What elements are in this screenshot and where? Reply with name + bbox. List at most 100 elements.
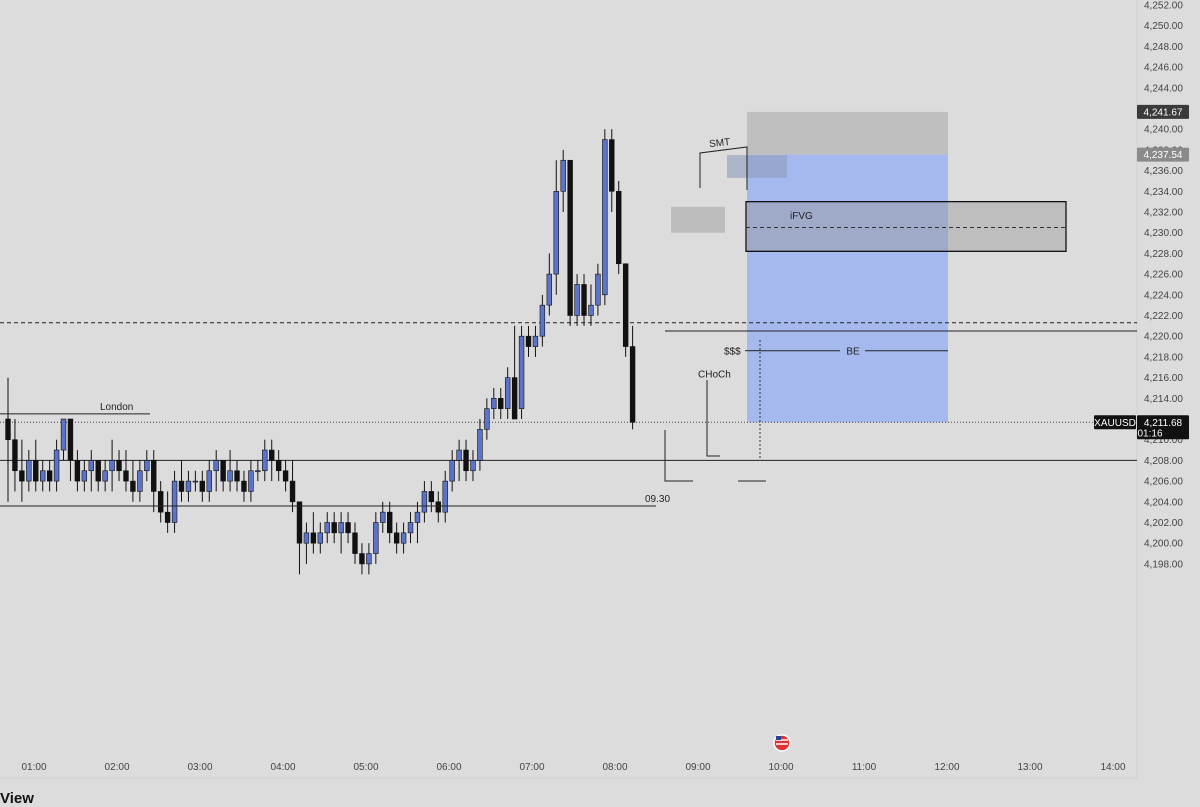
price-tick-label: 4,230.00 [1144, 228, 1183, 239]
price-axis[interactable]: 4,198.00 4,200.00 4,202.00 4,204.00 4,206.00… [1144, 1, 1183, 571]
time-axis[interactable]: 01:00 02:00 03:00 04:00 05:00 06:00 07:00 08:00… [21, 762, 1125, 773]
candle-body [324, 522, 330, 534]
smt-line [699, 146, 748, 190]
candle [622, 263, 629, 357]
choch-label: CHoCh [698, 369, 731, 380]
candle-body [303, 532, 310, 544]
candle [553, 160, 559, 295]
price-tag-label: 4,241.67 [1144, 107, 1183, 118]
candle-body [213, 460, 219, 472]
time-tick-label: 13:00 [1017, 762, 1042, 773]
candle [185, 470, 192, 502]
candle-body [53, 449, 60, 482]
candle-body [498, 397, 504, 409]
candle-body [595, 273, 601, 306]
candle-body [511, 377, 518, 420]
candle-body [227, 470, 233, 482]
candle-body [199, 480, 206, 492]
candle [33, 439, 39, 492]
candle [602, 129, 608, 306]
candle-body [39, 470, 46, 482]
candle-body [345, 522, 351, 534]
position-zones [671, 111, 1067, 423]
candle [386, 501, 393, 544]
price-tick-label: 4,208.00 [1144, 456, 1183, 467]
candle [595, 263, 601, 316]
candle [39, 460, 46, 492]
candle-body [386, 511, 393, 534]
candle [352, 522, 358, 564]
price-tick-label: 4,216.00 [1144, 373, 1183, 384]
brand-logo-text: View [0, 790, 34, 807]
candle-body [532, 335, 539, 347]
candle-body [331, 522, 337, 534]
price-tick-label: 4,234.00 [1144, 187, 1183, 198]
candle [282, 460, 289, 492]
candle [428, 481, 435, 513]
candle-body [234, 470, 240, 482]
smt-label: SMT [709, 137, 731, 150]
price-tick-label: 4,252.00 [1144, 1, 1183, 12]
candle-body [282, 470, 289, 482]
candle-body [296, 501, 303, 544]
time-tick-label: 06:00 [436, 762, 461, 773]
candle-body [574, 284, 580, 316]
candle-body [581, 284, 587, 316]
candle-body [26, 460, 32, 482]
candle-body [400, 532, 407, 544]
price-tick-label: 4,202.00 [1144, 518, 1183, 529]
candle [164, 491, 171, 533]
candle [5, 377, 11, 502]
candle-body [123, 470, 129, 482]
candle [539, 294, 546, 347]
candle-body [518, 335, 525, 409]
stop-loss-zone [747, 111, 948, 155]
candle-body [46, 470, 53, 482]
candle [581, 274, 587, 326]
candle-body [525, 335, 532, 347]
candle-body [130, 480, 136, 492]
liquidity-label: $$$ [724, 347, 741, 358]
candle-body [109, 460, 115, 472]
candle [324, 512, 330, 544]
symbol-tag-label: XAUUSD [1094, 418, 1136, 429]
candle [227, 450, 233, 492]
candle-body [164, 511, 171, 523]
candle-body [414, 511, 421, 523]
symbol-tag-bg [1094, 415, 1136, 430]
candle [317, 522, 323, 554]
candle-body [484, 408, 490, 430]
price-tags: 4,241.674,237.544,211.40XAUUSD4,211.6801… [1094, 104, 1189, 440]
price-tick-label: 4,214.00 [1144, 394, 1183, 405]
price-tag-bg [1137, 104, 1189, 119]
candle-body [421, 491, 428, 513]
candle-body [539, 304, 546, 337]
candle-body [81, 470, 88, 482]
candle-body [560, 159, 566, 192]
price-tick-label: 4,198.00 [1144, 559, 1183, 570]
candles [5, 129, 636, 575]
candle-body [116, 460, 122, 472]
price-tick-label: 4,240.00 [1144, 125, 1183, 136]
candle-body [359, 553, 365, 565]
candle-body [262, 449, 268, 472]
candle-body [185, 480, 192, 492]
liquidity-line [706, 380, 720, 457]
price-tick-label: 4,226.00 [1144, 270, 1183, 281]
candle-body [393, 532, 400, 544]
candle [366, 543, 372, 575]
candle [171, 470, 178, 533]
time-tick-label: 05:00 [353, 762, 378, 773]
london-label: London [100, 402, 133, 413]
candle-body [88, 460, 94, 472]
candle-body [67, 418, 74, 461]
candle-body [616, 191, 622, 265]
us-flag-icon[interactable] [773, 734, 791, 752]
candle [289, 460, 296, 513]
candle [338, 512, 344, 554]
candle [456, 439, 462, 482]
price-tick-label: 4,204.00 [1144, 497, 1183, 508]
candle [518, 325, 525, 419]
candle [178, 460, 185, 502]
